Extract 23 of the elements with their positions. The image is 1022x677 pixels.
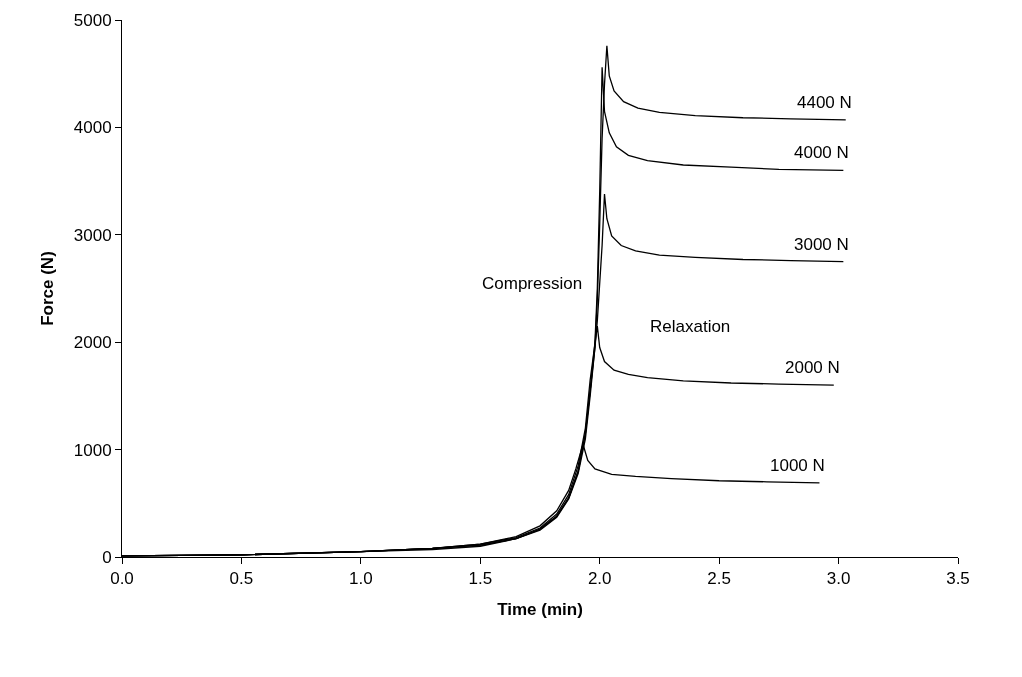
series-label: 3000 N <box>794 235 849 254</box>
series-label: 1000 N <box>770 456 825 475</box>
series-label: 4400 N <box>797 93 852 112</box>
y-tick-label: 0 <box>102 547 112 567</box>
annotation: Relaxation <box>650 317 731 336</box>
series-label: 2000 N <box>785 358 840 377</box>
x-tick-label: 1.5 <box>468 569 493 589</box>
x-axis-title: Time (min) <box>497 599 583 619</box>
y-tick-label: 5000 <box>73 10 112 30</box>
x-tick-label: 3.5 <box>946 569 970 589</box>
x-tick-label: 2.5 <box>707 569 731 589</box>
x-tick-label: 2.0 <box>587 569 612 589</box>
y-tick-label: 3000 <box>73 225 112 245</box>
x-tick-label: 0.5 <box>229 569 254 589</box>
series-label: 4000 N <box>794 143 849 162</box>
x-tick-label: 1.0 <box>349 569 373 589</box>
x-tick-label: 3.0 <box>826 569 851 589</box>
x-tick-label: 0.0 <box>110 569 134 589</box>
y-tick-label: 2000 <box>73 333 112 353</box>
y-tick-label: 4000 <box>73 118 112 138</box>
annotation: Compression <box>482 274 583 293</box>
y-axis-title: Force (N) <box>38 251 58 326</box>
y-tick-label: 1000 <box>73 440 112 460</box>
